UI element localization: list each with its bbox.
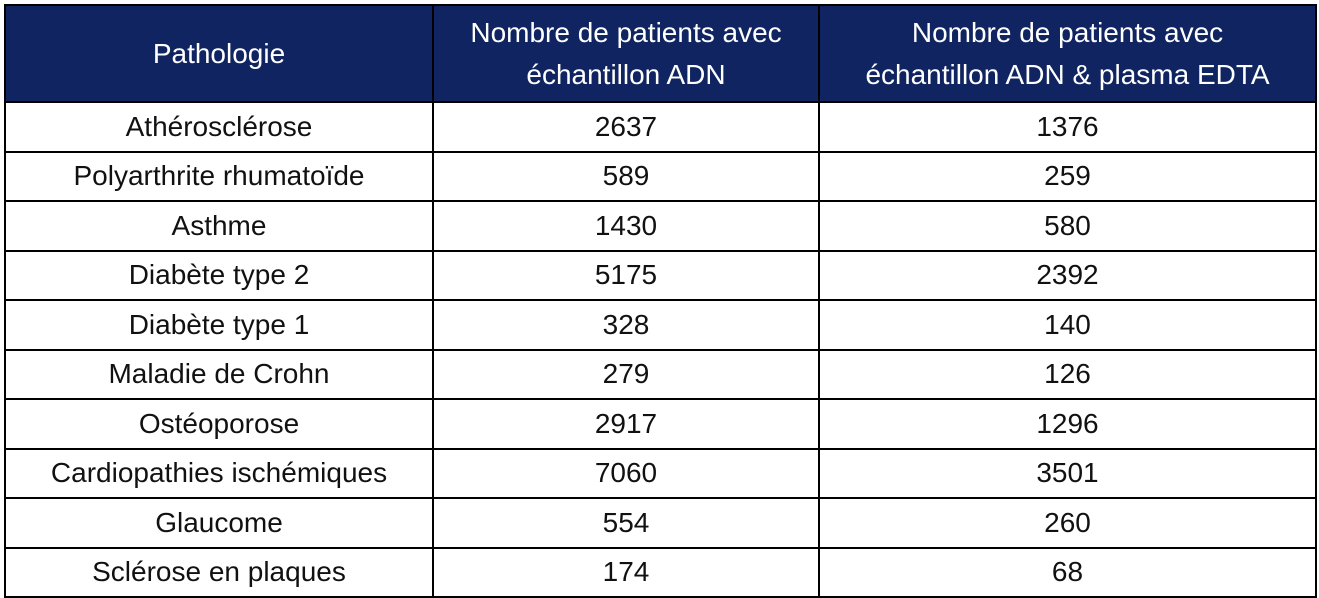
- cell-adn-plasma: 1376: [818, 101, 1317, 153]
- cell-pathologie: Polyarthrite rhumatoïde: [4, 150, 434, 202]
- header-adn-plasma-line-1: Nombre de patients avec: [911, 16, 1224, 48]
- header-adn-plasma-line-2: échantillon ADN & plasma EDTA: [865, 58, 1270, 90]
- table-row: Polyarthrite rhumatoïde 589 259: [4, 150, 1317, 202]
- table-row: Cardiopathies ischémiques 7060 3501: [4, 447, 1317, 499]
- cell-adn-plasma: 260: [818, 497, 1317, 549]
- header-row: Pathologie Nombre de patients avec échan…: [4, 4, 1317, 103]
- cell-pathologie: Athérosclérose: [4, 101, 434, 153]
- header-adn-line-1: Nombre de patients avec: [470, 16, 782, 48]
- cell-pathologie: Diabète type 1: [4, 299, 434, 351]
- table-row: Diabète type 1 328 140: [4, 299, 1317, 351]
- cell-pathologie: Sclérose en plaques: [4, 546, 434, 598]
- table-row: Athérosclérose 2637 1376: [4, 101, 1317, 153]
- patients-table-container: Pathologie Nombre de patients avec échan…: [4, 4, 1317, 598]
- cell-adn-plasma: 140: [818, 299, 1317, 351]
- table-row: Ostéoporose 2917 1296: [4, 398, 1317, 450]
- cell-pathologie: Cardiopathies ischémiques: [4, 447, 434, 499]
- cell-pathologie: Diabète type 2: [4, 249, 434, 301]
- patients-table: Pathologie Nombre de patients avec échan…: [4, 4, 1317, 598]
- table-row: Maladie de Crohn 279 126: [4, 348, 1317, 400]
- cell-adn: 1430: [432, 200, 820, 252]
- cell-adn: 174: [432, 546, 820, 598]
- table-row: Sclérose en plaques 174 68: [4, 546, 1317, 598]
- cell-adn-plasma: 3501: [818, 447, 1317, 499]
- header-pathologie-line-1: Pathologie: [152, 37, 286, 69]
- cell-adn: 7060: [432, 447, 820, 499]
- cell-adn-plasma: 259: [818, 150, 1317, 202]
- header-adn-plasma: Nombre de patients avec échantillon ADN …: [818, 4, 1317, 103]
- cell-adn-plasma: 126: [818, 348, 1317, 400]
- header-adn: Nombre de patients avec échantillon ADN: [432, 4, 820, 103]
- cell-pathologie: Asthme: [4, 200, 434, 252]
- cell-adn: 279: [432, 348, 820, 400]
- table-header: Pathologie Nombre de patients avec échan…: [4, 4, 1317, 103]
- cell-adn-plasma: 68: [818, 546, 1317, 598]
- table-body: Athérosclérose 2637 1376 Polyarthrite rh…: [4, 101, 1317, 598]
- cell-adn: 554: [432, 497, 820, 549]
- cell-pathologie: Glaucome: [4, 497, 434, 549]
- cell-adn-plasma: 580: [818, 200, 1317, 252]
- cell-pathologie: Ostéoporose: [4, 398, 434, 450]
- cell-adn: 2917: [432, 398, 820, 450]
- cell-adn: 5175: [432, 249, 820, 301]
- table-row: Asthme 1430 580: [4, 200, 1317, 252]
- table-row: Glaucome 554 260: [4, 497, 1317, 549]
- cell-pathologie: Maladie de Crohn: [4, 348, 434, 400]
- cell-adn: 589: [432, 150, 820, 202]
- cell-adn-plasma: 1296: [818, 398, 1317, 450]
- cell-adn: 2637: [432, 101, 820, 153]
- header-adn-line-2: échantillon ADN: [526, 58, 726, 90]
- header-pathologie: Pathologie: [4, 4, 434, 103]
- cell-adn: 328: [432, 299, 820, 351]
- cell-adn-plasma: 2392: [818, 249, 1317, 301]
- table-row: Diabète type 2 5175 2392: [4, 249, 1317, 301]
